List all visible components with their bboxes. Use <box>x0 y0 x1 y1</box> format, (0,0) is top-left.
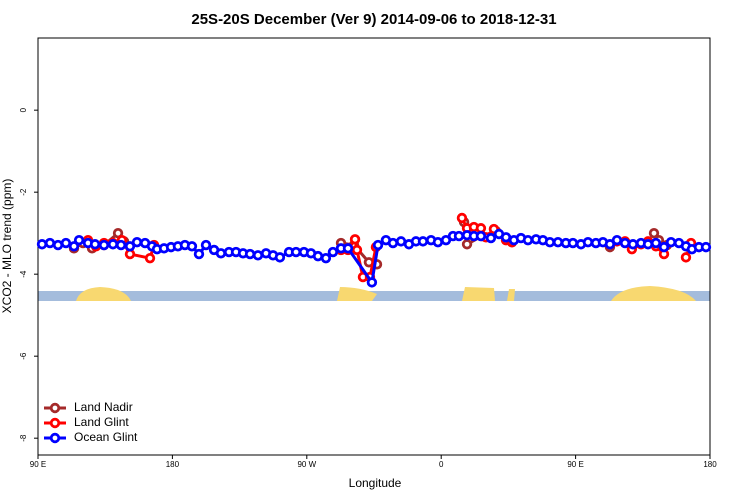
data-point <box>604 239 616 250</box>
data-point <box>432 236 444 248</box>
data-point <box>665 236 677 248</box>
data-point <box>453 230 465 242</box>
data-point <box>650 237 662 249</box>
data-point <box>456 212 468 224</box>
chart-title: 25S-20S December (Ver 9) 2014-09-06 to 2… <box>191 11 556 28</box>
data-point <box>351 244 363 256</box>
legend-marker <box>49 402 61 414</box>
data-point <box>44 237 56 249</box>
data-point <box>658 241 670 253</box>
land-patch <box>76 287 131 301</box>
data-point <box>107 239 119 250</box>
data-point <box>522 234 534 246</box>
data-point <box>642 239 654 250</box>
y-tick-label: -4 <box>19 270 28 278</box>
data-point <box>417 236 429 247</box>
data-point <box>611 234 623 246</box>
land-patch <box>462 287 495 301</box>
data-point <box>500 232 512 243</box>
data-point <box>582 236 594 248</box>
y-axis-label: XCO2 - MLO trend (ppm) <box>0 179 14 314</box>
y-tick-label: -2 <box>19 188 28 196</box>
x-tick-label: 90 E <box>567 460 583 469</box>
data-point <box>567 237 579 249</box>
data-point <box>98 239 110 251</box>
legend-label: Ocean Glint <box>74 430 138 444</box>
x-tick-label: 0 <box>439 460 444 469</box>
data-point <box>244 248 256 260</box>
data-point <box>372 239 384 251</box>
y-tick-label: -6 <box>19 352 28 360</box>
data-point <box>60 237 72 249</box>
x-tick-label: 90 W <box>297 460 316 469</box>
y-tick-label: 0 <box>19 107 28 112</box>
land-patch <box>337 287 377 301</box>
data-point <box>627 239 639 250</box>
data-point <box>215 248 227 259</box>
legend-label: Land Glint <box>74 415 129 429</box>
data-point <box>552 236 564 248</box>
data-point <box>89 239 101 250</box>
data-point <box>395 236 407 247</box>
data-point <box>700 241 712 253</box>
data-point <box>290 246 302 258</box>
data-point <box>648 227 660 239</box>
data-point <box>115 239 127 251</box>
data-point <box>193 248 205 260</box>
data-point <box>124 241 136 252</box>
data-point <box>73 234 85 246</box>
data-point <box>440 234 452 246</box>
data-point <box>342 243 354 254</box>
legend-label: Land Nadir <box>74 400 133 414</box>
land-patch <box>611 286 696 301</box>
data-point <box>312 250 324 262</box>
data-point <box>320 252 332 264</box>
data-point <box>68 241 80 252</box>
data-point <box>475 230 487 242</box>
data-point <box>327 246 339 258</box>
land-patch <box>507 289 515 301</box>
x-tick-label: 180 <box>166 460 180 469</box>
data-point <box>619 237 631 249</box>
y-tick-label: -8 <box>19 434 28 442</box>
data-point <box>131 236 143 248</box>
data-point <box>36 239 48 250</box>
data-point <box>52 239 64 251</box>
x-tick-label: 180 <box>703 460 717 469</box>
legend-marker <box>49 432 61 444</box>
data-point <box>461 239 473 250</box>
data-point <box>485 232 497 244</box>
data-point <box>274 252 286 263</box>
data-point <box>544 236 556 248</box>
legend-marker <box>49 417 61 429</box>
x-axis-label: Longitude <box>349 476 402 490</box>
data-point <box>186 241 198 252</box>
data-point <box>387 237 399 249</box>
x-tick-label: 90 E <box>30 460 46 469</box>
data-point <box>144 252 156 264</box>
data-point <box>680 252 692 263</box>
data-point <box>252 250 264 261</box>
map-strip <box>38 286 710 301</box>
data-point <box>200 239 212 251</box>
data-point <box>349 234 361 245</box>
data-point <box>366 277 378 288</box>
